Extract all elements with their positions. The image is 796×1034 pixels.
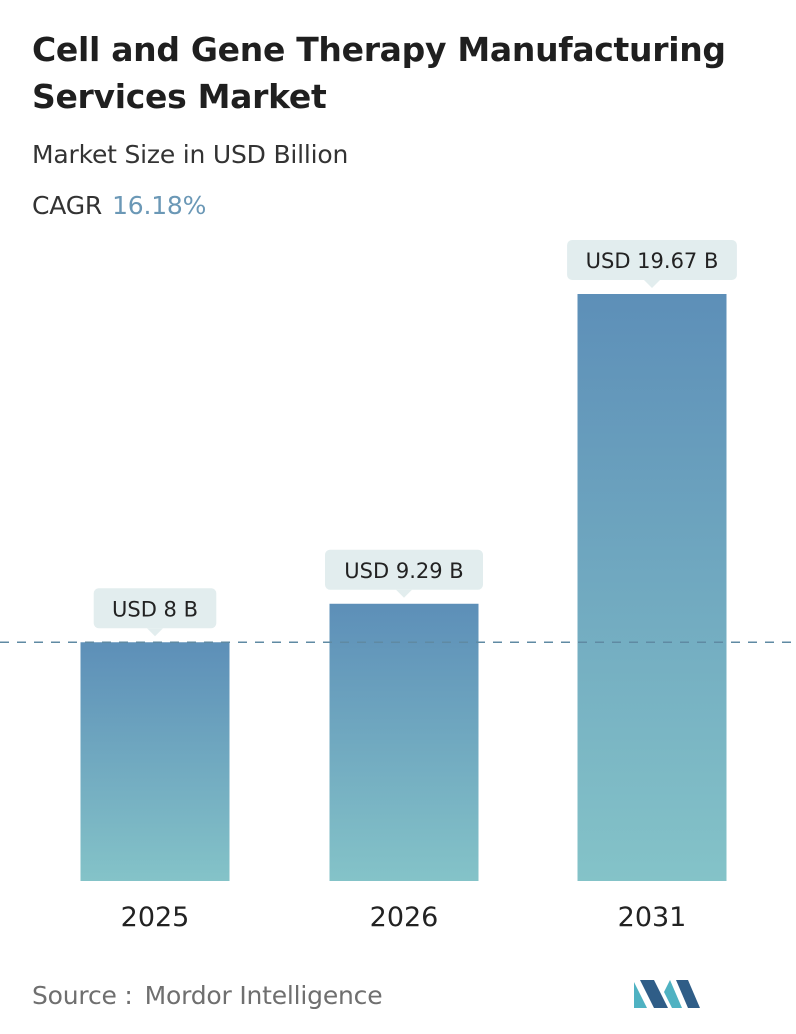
callout-box [567,240,737,280]
source-value: Mordor Intelligence [144,981,383,1010]
bar-chart: USD 8 B 2025 USD 9.29 B 2026 USD 19.67 B 2031 [0,240,796,933]
x-tick-label-2025: 2025 [121,902,190,933]
chart-subtitle: Market Size in USD Billion [32,140,349,169]
bar-2025 [80,642,230,881]
chart-title: Cell and Gene Therapy Manufacturing Serv… [32,30,726,116]
cagr-value: 16.18% [112,191,207,220]
callout-pointer [147,628,163,637]
x-tick-label-2031: 2031 [618,902,687,933]
bar-2026 [329,603,479,881]
callout-box [325,549,483,590]
callout-pointer [396,589,412,598]
cagr-label: CAGR [32,191,103,220]
cagr-row: CAGR 16.18% [32,191,206,220]
data-label-2025: USD 8 B [112,597,198,621]
data-label-callout: USD 8 B [93,588,217,637]
callout-pointer [644,280,660,288]
data-label-2026: USD 9.29 B [344,559,463,583]
source-label: Source : [32,981,133,1010]
mordor-intelligence-logo-icon [634,980,700,1008]
callout-box [93,588,217,629]
x-tick-label-2026: 2026 [370,902,439,933]
data-label-callout: USD 9.29 B [325,549,483,598]
bar-2031 [577,294,727,881]
source-line: Source : Mordor Intelligence [32,981,383,1010]
data-label-callout: USD 19.67 B [567,240,737,288]
data-label-2031: USD 19.67 B [586,249,719,273]
